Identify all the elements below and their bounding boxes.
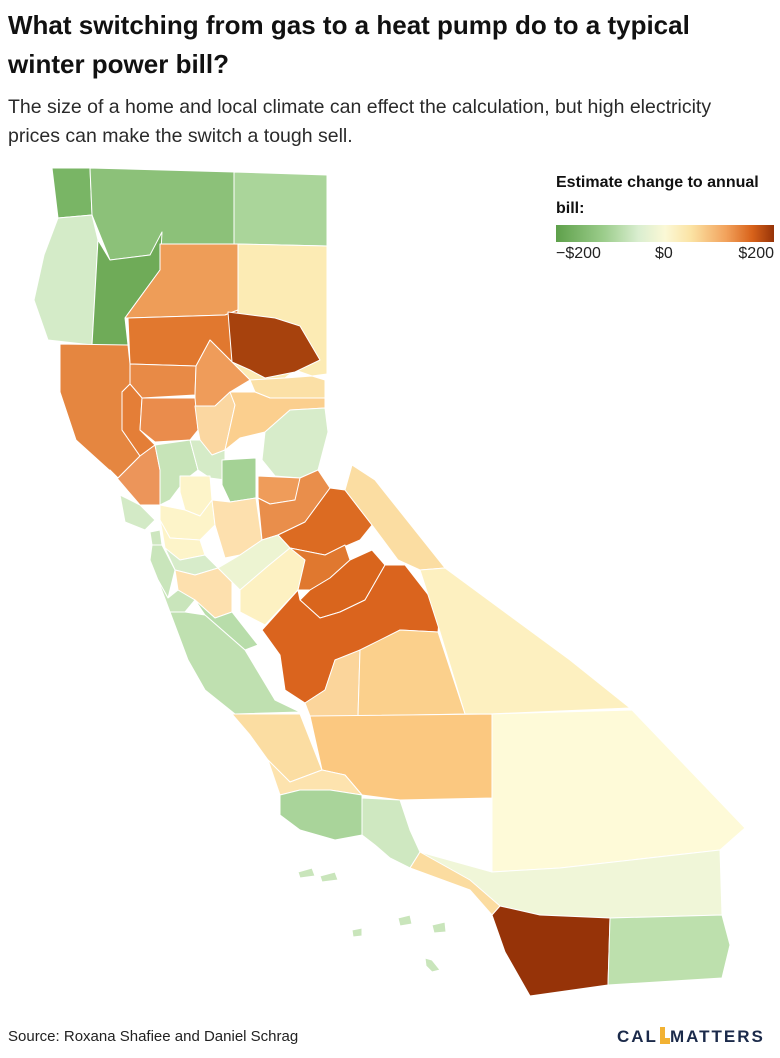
county-modoc xyxy=(233,171,328,247)
county-tulare xyxy=(357,629,466,717)
legend-ticks: −$200 $0 $200 xyxy=(556,242,776,264)
calmatters-logo: CAL MATTERS xyxy=(617,1027,765,1047)
source-credit: Source: Roxana Shafiee and Daniel Schrag xyxy=(8,1028,299,1045)
legend-tick-min: −$200 xyxy=(556,245,601,262)
county-channel-islands xyxy=(297,867,447,973)
county-san-bernardino xyxy=(491,709,746,873)
county-plumas xyxy=(227,311,321,379)
county-colusa xyxy=(139,397,199,443)
chart-subtitle: The size of a home and local climate can… xyxy=(8,96,712,147)
county-marin xyxy=(119,494,156,531)
logo-text-right: MATTERS xyxy=(669,1027,765,1046)
logo-mark-icon xyxy=(659,1027,670,1044)
county-amador xyxy=(221,457,257,503)
legend-tick-mid: $0 xyxy=(655,245,673,262)
logo-text-left: CAL xyxy=(617,1027,658,1046)
legend: Estimate change to annual bill: −$200 $0… xyxy=(556,170,776,264)
county-monterey xyxy=(169,611,301,715)
county-humboldt xyxy=(33,214,99,346)
county-san-francisco xyxy=(149,529,163,546)
county-inyo xyxy=(419,567,631,715)
county-ventura xyxy=(279,789,363,841)
county-imperial xyxy=(607,914,731,986)
california-county-map xyxy=(33,167,746,997)
chart-title: What switching from gas to a heat pump d… xyxy=(8,10,690,79)
county-los-angeles xyxy=(361,797,421,869)
legend-color-bar xyxy=(556,225,774,242)
county-del-norte xyxy=(51,167,93,219)
county-glenn xyxy=(129,363,197,399)
legend-title: Estimate change to annual bill: xyxy=(556,174,759,217)
legend-tick-max: $200 xyxy=(738,245,774,262)
county-san-diego xyxy=(491,905,611,997)
county-lake xyxy=(121,383,156,457)
